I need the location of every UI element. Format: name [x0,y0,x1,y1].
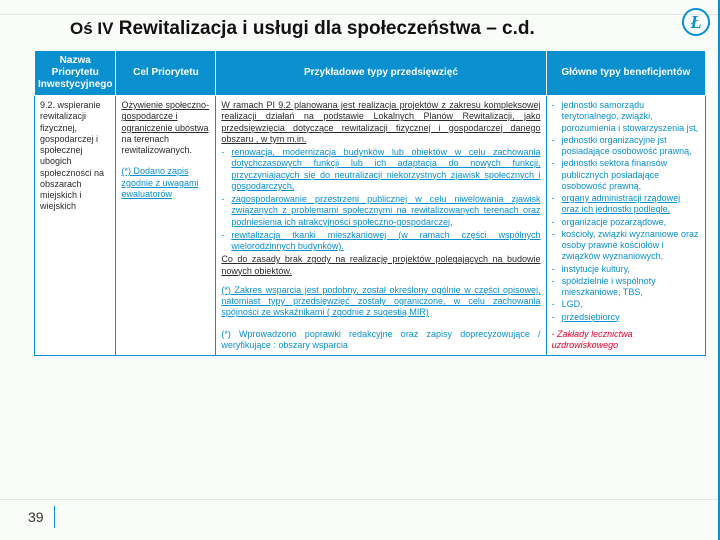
examples-note: (*) Zakres wsparcia jest podobny, został… [221,285,540,319]
cell-goal: Ożywienie społeczno-gospodarcze i ograni… [116,96,216,356]
cell-priority-name: 9.2. wspieranie rewitalizacji fizycznej,… [35,96,116,356]
page-title: Oś IV Rewitalizacja i usługi dla społecz… [70,18,678,40]
bullet-text: renowacja, modernizacja budynków lub obi… [231,147,540,191]
list-item: spółdzielnie i wspólnoty mieszkaniowe, T… [552,276,700,299]
list-item: jednostki organizacyjne jst posiadające … [552,135,700,158]
title-prefix: Oś IV [70,19,113,38]
examples-intro: W ramach PI 9.2 planowana jest realizacj… [221,100,540,145]
goal-tail: na terenach rewitalizowanych. [121,134,192,155]
goal-note: (*) Dodano zapis zgodnie z uwagami ewalu… [121,166,210,200]
list-item: organy administracji rządowej oraz ich j… [552,193,700,216]
list-item: LGD, [552,299,700,310]
beneficiaries-footnote: - Zakłady lecznictwa uzdrowiskowego [552,329,700,352]
list-item: organizacje pozarządowe, [552,217,700,228]
list-item: instytucje kultury, [552,264,700,275]
beneficiaries-list: jednostki samorządu terytorialnego, zwią… [552,100,700,323]
page-number: 39 [28,506,55,528]
list-item: renowacja, modernizacja budynków lub obi… [221,147,540,192]
benef-underlined: przedsiębiorcy [562,312,620,322]
th-goal: Cel Priorytetu [116,51,216,96]
list-item: kościoły, związki wyznaniowe oraz osoby … [552,229,700,263]
benef-underlined: organy administracji rządowej oraz ich j… [562,193,681,214]
list-item: jednostki sektora finansów publicznych p… [552,158,700,192]
examples-redak: (*) Wprowadzono poprawki redakcyjne oraz… [221,329,540,352]
table-header-row: Nazwa Priorytetu Inwestycyjnego Cel Prio… [35,51,706,96]
table-row: 9.2. wspieranie rewitalizacji fizycznej,… [35,96,706,356]
list-item: jednostki samorządu terytorialnego, zwią… [552,100,700,134]
goal-underlined: Ożywienie społeczno-gospodarcze i ograni… [121,100,209,133]
list-item: przedsiębiorcy [552,312,700,323]
th-examples: Przykładowe typy przedsięwzięć [216,51,546,96]
main-table: Nazwa Priorytetu Inwestycyjnego Cel Prio… [34,50,706,356]
logo-badge: Ł [682,8,710,36]
list-item: rewitalizacja tkanki mieszkaniowej (w ra… [221,230,540,253]
cell-examples: W ramach PI 9.2 planowana jest realizacj… [216,96,546,356]
title-rest: Rewitalizacja i usługi dla społeczeństwa… [119,18,535,39]
list-item: zagospodarowanie przestrzeni publicznej … [221,194,540,228]
bullet-text: rewitalizacja tkanki mieszkaniowej (w ra… [231,230,540,251]
th-beneficiaries: Główne typy beneficjentów [546,51,705,96]
examples-list: renowacja, modernizacja budynków lub obi… [221,147,540,252]
bullet-text: zagospodarowanie przestrzeni publicznej … [231,194,540,227]
examples-cod: Co do zasady brak zgody na realizację pr… [221,254,540,277]
logo-letter: Ł [691,12,702,33]
cell-beneficiaries: jednostki samorządu terytorialnego, zwią… [546,96,705,356]
th-name: Nazwa Priorytetu Inwestycyjnego [35,51,116,96]
